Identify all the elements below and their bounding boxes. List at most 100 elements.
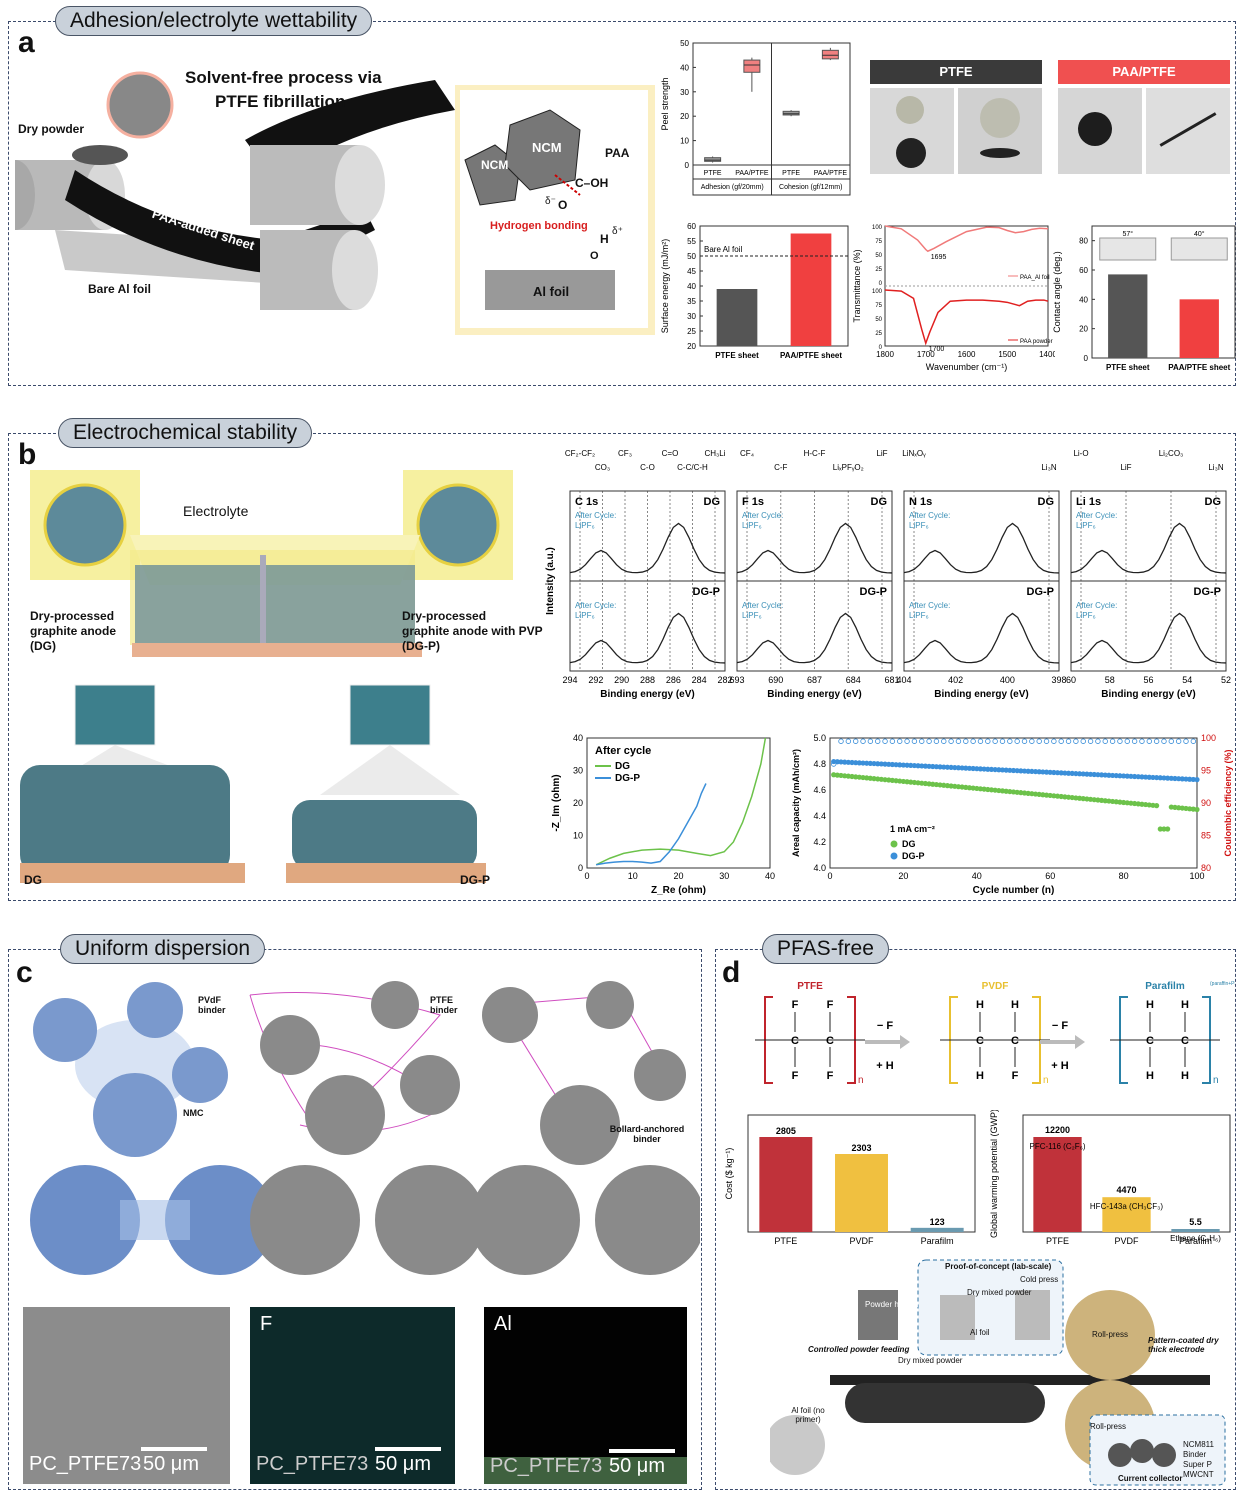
roller-top (250, 145, 385, 225)
legend-label: DG-P (615, 773, 640, 784)
roll-press-process (770, 1259, 1226, 1486)
element-label: N 1s (909, 496, 932, 508)
reference-label: Bare Al foil (704, 245, 742, 254)
sample-label: DG (1205, 496, 1222, 508)
peak-assignment-label: Li₃N (1208, 463, 1223, 472)
box (704, 157, 722, 162)
y2-axis-label: Coulombic efficiency (%) (1223, 749, 1233, 856)
after-cycle-label: After Cycle: (1076, 511, 1117, 520)
group-label: Cohesion (gf/12mm) (779, 184, 842, 191)
peak-assignment-label: C=O (662, 449, 679, 458)
y-tick-label: 4.6 (813, 785, 826, 795)
repeat-n: n (858, 1075, 864, 1086)
x-tick-label: 80 (1119, 871, 1129, 881)
nmc-label: NMC (183, 1108, 204, 1118)
y-tick-label: 0 (578, 863, 583, 873)
x-tick-label: 284 (692, 675, 707, 685)
y-tick-label: 45 (687, 267, 696, 276)
y-tick-label: 50 (875, 253, 882, 259)
compound-label: PFC-116 (C₂F₆) (1030, 1142, 1086, 1151)
peak-assignment-label: C-F (774, 463, 787, 472)
sample-label: DG-P (1194, 586, 1222, 598)
after-cycle-label: After Cycle: (575, 601, 616, 610)
peak-assignment-label: LiₓPFᵧO₂ (833, 463, 864, 472)
ce-point (1036, 738, 1042, 744)
capacity-point (1176, 776, 1182, 782)
x-tick-label: 1800 (876, 350, 894, 359)
capacity-point (1062, 770, 1068, 776)
sem-image-2: F PC_PTFE73 50 μm (250, 1307, 455, 1484)
sample-label: DG (1038, 496, 1055, 508)
capacity-point (1179, 776, 1185, 782)
lipf6-label: LiPF₆ (742, 521, 762, 530)
x-axis-label: Cycle number (n) (973, 885, 1055, 896)
capacity-point (974, 766, 980, 772)
ce-point (1073, 738, 1079, 744)
capacity-point (1121, 773, 1127, 779)
bottom-atom: H (1146, 1070, 1154, 1082)
value-label: 12200 (1045, 1125, 1070, 1135)
top-atom: F (792, 999, 799, 1011)
capacity-point (1032, 768, 1039, 775)
repeat-n: n (1043, 1075, 1049, 1086)
bar (759, 1137, 813, 1232)
capacity-point (1007, 767, 1013, 773)
ce-point (1161, 738, 1167, 744)
peak-assignment-label: Li₂CO₃ (1159, 449, 1184, 458)
sem-scalebar-1 (141, 1447, 207, 1451)
x-tick-label: 282 (717, 675, 732, 685)
ce-point (1175, 738, 1182, 744)
y-tick-label: 75 (875, 239, 882, 245)
legend-binder: Binder (1183, 1450, 1207, 1459)
capacity-point (1003, 767, 1009, 773)
x-tick-label: 100 (1189, 871, 1204, 881)
y-axis-label: Intensity (a.u.) (545, 547, 556, 615)
capacity-point (1150, 774, 1156, 781)
bar (1171, 1229, 1220, 1232)
capacity-point (897, 762, 903, 768)
capacity-point (1058, 770, 1064, 776)
capacity-point (1154, 774, 1160, 781)
bottom-atom: H (1181, 1070, 1189, 1082)
capacity-point (919, 763, 925, 769)
peak-assignment-label: C-O (640, 463, 655, 472)
compound-label: HFC-143a (CH₃CF₃) (1090, 1202, 1164, 1211)
capacity-point (955, 765, 962, 771)
xps-envelope (569, 612, 726, 664)
capacity-point (849, 759, 855, 766)
ce-point (889, 738, 896, 744)
ce-point (1051, 738, 1057, 744)
capacity-point (860, 760, 866, 766)
capacity-point (915, 763, 921, 769)
lipf6-label: LiPF₆ (909, 611, 929, 620)
delta-plus-label: δ⁺ (612, 226, 623, 237)
sem-caption-1: PC_PTFE73 (29, 1453, 142, 1475)
x-tick-label: Parafilm (921, 1236, 954, 1246)
capacity-point (867, 760, 873, 767)
capacity-point (1135, 774, 1141, 780)
dgp-desc-1: Dry-processed (402, 609, 487, 623)
sem-scale-2: 50 μm (375, 1453, 431, 1475)
photo-paa-ptfe-header: PAA/PTFE (1058, 60, 1230, 84)
capacity-point (948, 764, 954, 771)
ce-point (963, 738, 969, 744)
bar (1102, 1197, 1151, 1232)
capacity-point (1084, 771, 1090, 777)
legend-swatch (890, 840, 898, 848)
cycling-chart: 0 20 40 60 80 1004.04.24.44.64.85.08085909510… (791, 733, 1233, 896)
ce-point (948, 738, 954, 744)
reaction-plus-h: + H (876, 1060, 893, 1072)
ce-point (985, 738, 991, 744)
section-label-b: Electrochemical stability (58, 418, 313, 448)
capacity-point (889, 761, 895, 768)
xps-envelope (736, 522, 893, 574)
ce-point (1058, 738, 1064, 744)
capacity-point (831, 758, 837, 765)
capacity-point (944, 764, 951, 770)
photo-ptfe-header: PTFE (870, 60, 1042, 84)
after-cycle-label: After Cycle: (909, 601, 950, 610)
dg-desc-3: (DG) (30, 639, 56, 653)
ce-point (1029, 738, 1035, 744)
o2-label: O (590, 250, 599, 262)
